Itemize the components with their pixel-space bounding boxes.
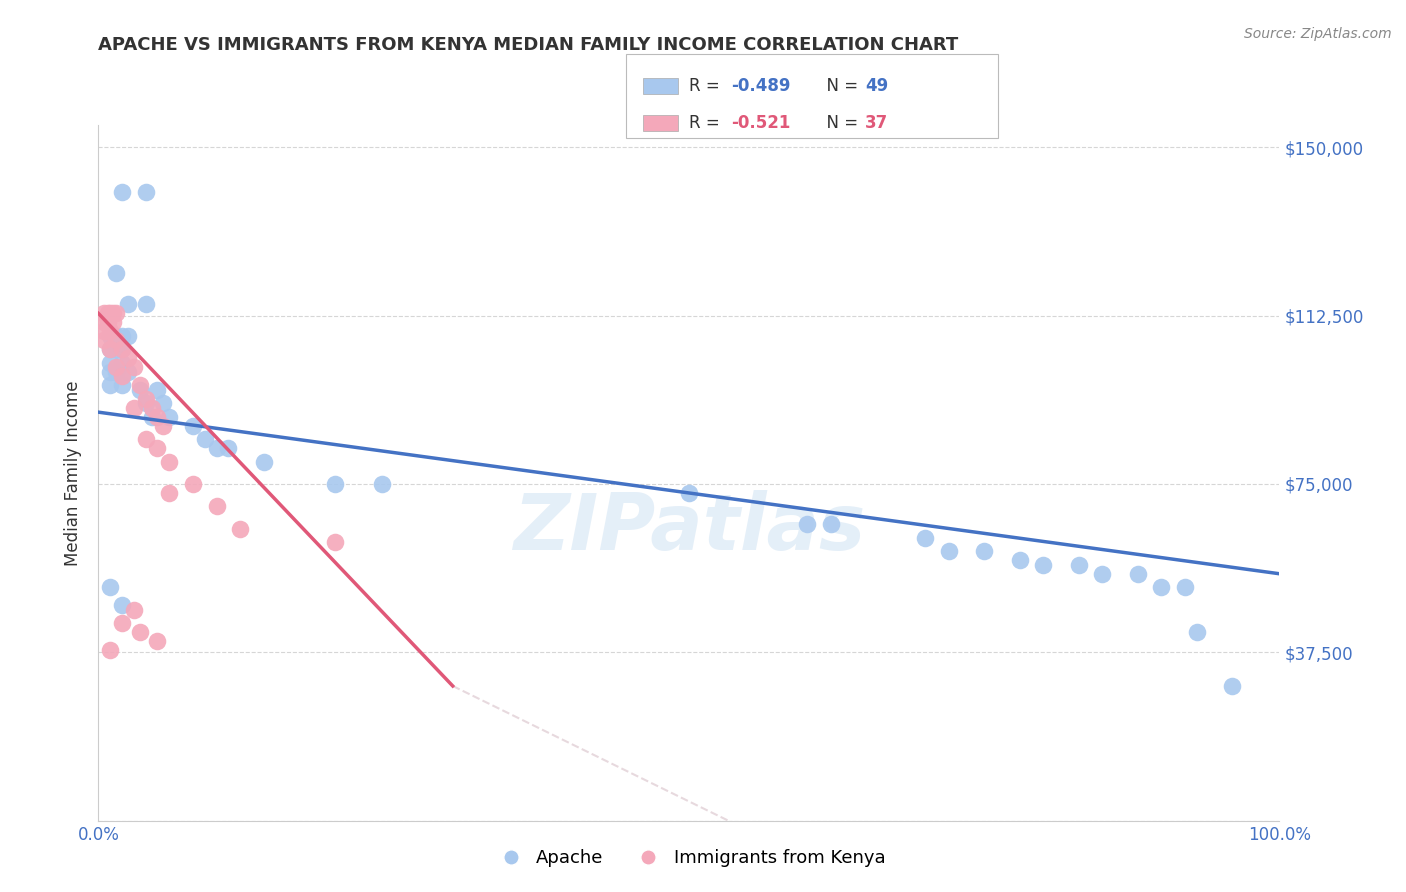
Text: ZIPatlas: ZIPatlas <box>513 491 865 566</box>
Point <box>105 334 128 348</box>
Point <box>101 315 124 329</box>
Point <box>678 486 700 500</box>
Point <box>98 306 121 320</box>
Point <box>1126 566 1149 581</box>
Point <box>117 297 139 311</box>
Point <box>229 522 252 536</box>
Point <box>146 383 169 397</box>
Point <box>128 378 150 392</box>
Point <box>217 441 239 455</box>
Point <box>97 315 120 329</box>
Point <box>181 418 204 433</box>
Point <box>98 378 121 392</box>
Point <box>111 185 134 199</box>
Point <box>98 329 121 343</box>
Text: -0.489: -0.489 <box>731 77 792 95</box>
Point <box>1174 580 1197 594</box>
Point <box>796 517 818 532</box>
Point <box>98 356 121 370</box>
Point <box>128 383 150 397</box>
Point <box>105 306 128 320</box>
Point <box>1185 625 1208 640</box>
Point <box>1091 566 1114 581</box>
Point <box>111 369 134 384</box>
Point <box>194 432 217 446</box>
Point <box>93 324 115 338</box>
Point <box>122 401 145 415</box>
Text: 49: 49 <box>865 77 889 95</box>
Point <box>93 306 115 320</box>
Point <box>146 634 169 648</box>
Y-axis label: Median Family Income: Median Family Income <box>65 380 83 566</box>
Point <box>93 334 115 348</box>
Point <box>135 396 157 410</box>
Point <box>938 544 960 558</box>
Point <box>135 297 157 311</box>
Point <box>98 343 121 357</box>
Point <box>1032 558 1054 572</box>
Point <box>135 185 157 199</box>
Point <box>146 409 169 424</box>
Point <box>135 392 157 406</box>
Point <box>105 329 128 343</box>
Point <box>122 602 145 616</box>
Point <box>205 441 228 455</box>
Point <box>152 396 174 410</box>
Point <box>111 329 134 343</box>
Point <box>98 343 121 357</box>
Point <box>1067 558 1090 572</box>
Point <box>98 643 121 657</box>
Point <box>117 365 139 379</box>
Point <box>111 343 134 357</box>
Point <box>111 598 134 612</box>
Text: N =: N = <box>815 114 863 132</box>
Legend: Apache, Immigrants from Kenya: Apache, Immigrants from Kenya <box>485 842 893 874</box>
Point <box>323 535 346 549</box>
Text: 37: 37 <box>865 114 889 132</box>
Text: -0.521: -0.521 <box>731 114 790 132</box>
Point <box>117 329 139 343</box>
Point <box>157 409 180 424</box>
Point <box>146 441 169 455</box>
Point <box>323 477 346 491</box>
Point <box>98 365 121 379</box>
Point <box>152 418 174 433</box>
Point <box>111 378 134 392</box>
Text: APACHE VS IMMIGRANTS FROM KENYA MEDIAN FAMILY INCOME CORRELATION CHART: APACHE VS IMMIGRANTS FROM KENYA MEDIAN F… <box>98 36 959 54</box>
Point <box>141 401 163 415</box>
Point <box>111 356 134 370</box>
Point <box>157 486 180 500</box>
Text: R =: R = <box>689 77 725 95</box>
Point <box>105 360 128 375</box>
Point <box>97 306 120 320</box>
Point <box>101 306 124 320</box>
Point <box>141 409 163 424</box>
Point <box>111 616 134 631</box>
Point <box>371 477 394 491</box>
Point <box>105 343 128 357</box>
Point <box>973 544 995 558</box>
Point <box>128 625 150 640</box>
Point <box>181 477 204 491</box>
Point <box>820 517 842 532</box>
Point <box>117 351 139 366</box>
Point <box>122 360 145 375</box>
Point <box>1008 553 1031 567</box>
Point <box>98 324 121 338</box>
Point <box>914 531 936 545</box>
Point <box>205 500 228 514</box>
Text: R =: R = <box>689 114 725 132</box>
Point <box>98 580 121 594</box>
Point <box>111 343 134 357</box>
Point <box>135 432 157 446</box>
Text: Source: ZipAtlas.com: Source: ZipAtlas.com <box>1244 27 1392 41</box>
Point <box>157 454 180 468</box>
Point <box>1150 580 1173 594</box>
Point <box>253 454 276 468</box>
Text: N =: N = <box>815 77 863 95</box>
Point <box>1220 679 1243 693</box>
Point <box>93 315 115 329</box>
Point <box>105 266 128 280</box>
Point <box>105 365 128 379</box>
